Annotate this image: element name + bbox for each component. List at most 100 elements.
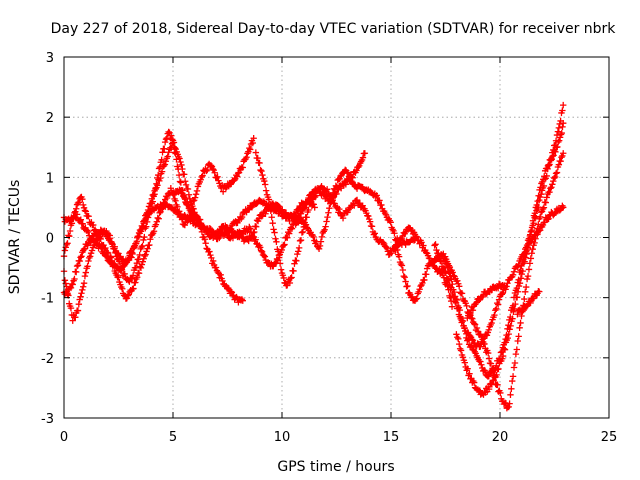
chart-title: Day 227 of 2018, Sidereal Day-to-day VTE…: [51, 21, 617, 37]
data-point: [489, 368, 497, 376]
data-point: [130, 285, 137, 292]
data-point: [140, 220, 147, 227]
data-point: [527, 231, 534, 238]
data-point: [512, 300, 519, 308]
data-point: [61, 277, 69, 284]
data-point: [204, 166, 211, 174]
data-point: [551, 173, 559, 181]
data-point: [182, 181, 190, 189]
data-point: [458, 319, 465, 326]
data-point: [155, 215, 162, 222]
data-point: [125, 291, 132, 298]
data-point: [82, 269, 89, 276]
data-point: [365, 212, 372, 220]
data-point: [474, 328, 482, 335]
series-track-7: [224, 150, 369, 270]
data-point: [177, 210, 184, 218]
data-point: [178, 161, 185, 169]
y-tick-label: -3: [41, 412, 54, 427]
data-point: [490, 376, 497, 384]
x-tick-label: 0: [60, 430, 68, 445]
data-point: [525, 266, 533, 273]
data-point: [421, 276, 428, 284]
data-point: [333, 190, 340, 198]
data-point: [527, 299, 534, 307]
data-point: [128, 254, 135, 261]
data-point: [513, 294, 521, 301]
data-point: [555, 137, 563, 144]
data-point: [517, 319, 524, 327]
data-point: [541, 173, 548, 180]
data-point: [69, 317, 76, 324]
data-point: [175, 165, 182, 173]
data-point: [144, 245, 151, 252]
data-point: [339, 182, 347, 189]
data-point: [515, 261, 522, 269]
data-point: [493, 305, 500, 313]
data-point: [227, 288, 235, 295]
data-point: [523, 250, 530, 258]
data-point: [119, 285, 126, 292]
data-point: [172, 197, 179, 204]
data-point: [173, 156, 180, 163]
data-point: [189, 202, 196, 210]
data-point: [228, 289, 236, 296]
data-point: [509, 373, 517, 380]
data-point: [305, 206, 312, 214]
data-point: [497, 389, 504, 397]
data-point: [201, 236, 208, 243]
data-point: [203, 245, 210, 252]
x-tick-label: 5: [169, 430, 177, 445]
data-point: [488, 319, 495, 327]
data-point: [199, 172, 206, 179]
data-point: [376, 197, 383, 204]
data-point: [229, 234, 237, 242]
data-point: [268, 214, 275, 221]
data-point: [529, 217, 537, 224]
data-point: [120, 259, 128, 267]
data-point: [469, 307, 477, 314]
data-point: [392, 242, 399, 250]
data-point: [359, 154, 367, 161]
data-point: [311, 204, 318, 211]
data-point: [272, 235, 279, 242]
data-point: [212, 264, 220, 271]
data-point: [466, 332, 474, 340]
data-point: [353, 196, 361, 204]
data-point: [391, 230, 398, 237]
data-point: [102, 244, 109, 252]
data-point: [138, 261, 146, 268]
data-point: [506, 400, 513, 407]
data-point: [325, 209, 332, 216]
data-point: [336, 205, 343, 213]
data-point: [137, 264, 145, 272]
data-point: [473, 324, 481, 332]
data-point: [519, 267, 526, 275]
y-tick-label: 0: [46, 232, 54, 247]
data-point: [529, 245, 536, 253]
data-point: [470, 379, 478, 386]
data-point: [453, 331, 460, 338]
data-point: [136, 251, 143, 259]
x-tick-label: 25: [601, 430, 618, 445]
data-point: [378, 201, 385, 209]
data-point: [451, 293, 458, 301]
data-point: [64, 291, 71, 298]
data-point: [252, 236, 259, 243]
data-point: [217, 226, 224, 234]
data-point: [499, 352, 507, 360]
data-point: [323, 186, 331, 193]
data-point: [193, 187, 201, 195]
data-point: [103, 227, 110, 235]
data-point: [79, 220, 86, 228]
data-point: [492, 307, 499, 314]
data-point: [522, 288, 529, 296]
series-track-10: [431, 202, 567, 350]
x-axis-label: GPS time / hours: [277, 459, 394, 475]
data-point: [550, 174, 558, 182]
data-point: [554, 143, 561, 151]
data-point: [293, 257, 300, 265]
data-point: [416, 286, 423, 293]
data-point: [140, 255, 147, 262]
data-point: [104, 231, 111, 238]
